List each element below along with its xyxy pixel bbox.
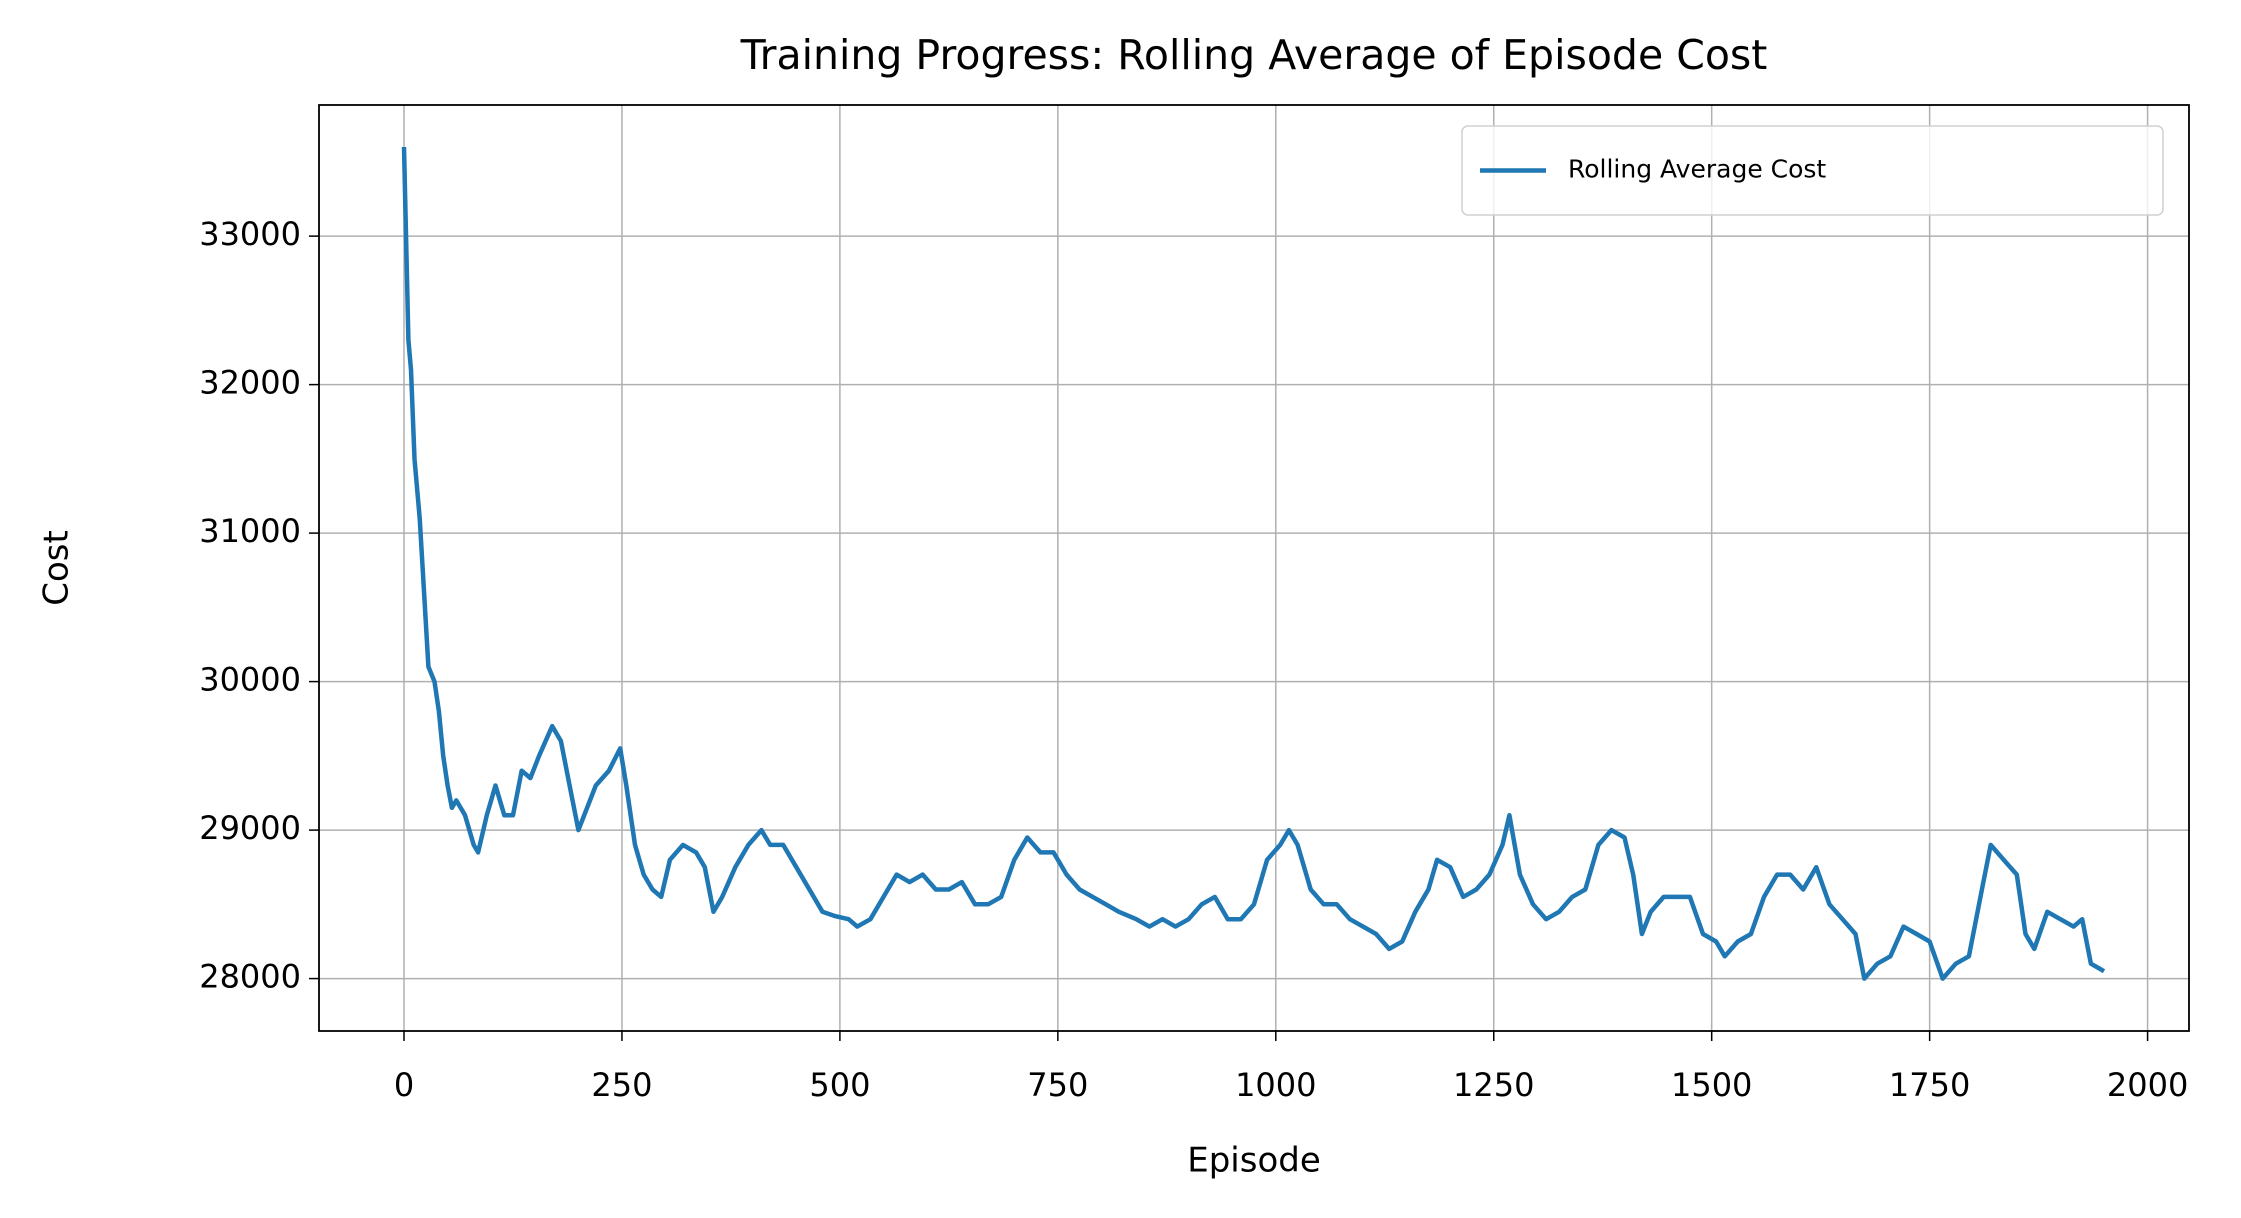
y-tick-label: 30000 <box>199 661 301 699</box>
plot-frame <box>318 104 2190 1032</box>
data-line <box>401 146 2106 981</box>
x-tick-label: 1000 <box>1235 1066 1316 1104</box>
chart-title: Training Progress: Rolling Average of Ep… <box>740 31 1768 79</box>
x-axis-label: Episode <box>1187 1141 1321 1181</box>
x-tick-label: 500 <box>809 1066 870 1104</box>
legend-label: Rolling Average Cost <box>1568 155 1826 184</box>
y-tick-label: 33000 <box>199 215 301 253</box>
y-axis-label: Cost <box>37 530 77 606</box>
y-tick-label: 31000 <box>199 512 301 550</box>
y-tick-label: 29000 <box>199 809 301 847</box>
y-tick-label: 28000 <box>199 958 301 996</box>
x-tick-label: 0 <box>394 1066 414 1104</box>
x-tick-label: 1500 <box>1671 1066 1752 1104</box>
legend-box <box>1461 125 2164 216</box>
x-tick-label: 1250 <box>1453 1066 1534 1104</box>
x-tick-label: 250 <box>591 1066 652 1104</box>
y-tick-label: 32000 <box>199 364 301 402</box>
x-tick-label: 750 <box>1027 1066 1088 1104</box>
x-tick-label: 2000 <box>2107 1066 2188 1104</box>
x-tick-label: 1750 <box>1889 1066 1970 1104</box>
